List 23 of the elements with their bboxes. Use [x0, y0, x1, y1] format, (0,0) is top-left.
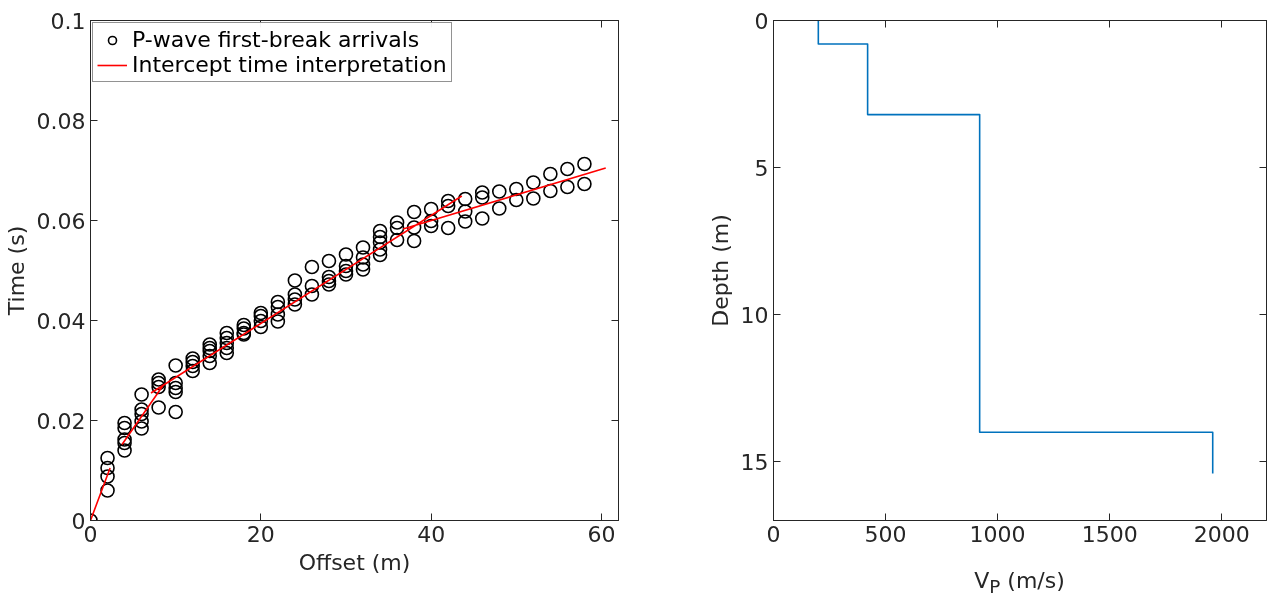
y-tick-label: 10 [740, 302, 769, 328]
y-tick-label: 0 [754, 8, 769, 34]
x-tick-label: 60 [587, 521, 616, 547]
x-axis-title: V$_{P}$ (m/s) [974, 567, 1065, 600]
x-tick-label: 20 [246, 521, 275, 547]
x-tick-label: 500 [864, 521, 907, 547]
y-tick-label: 0.06 [36, 208, 86, 234]
x-tick-label: 40 [417, 521, 446, 547]
y-tick-label: 0.1 [50, 8, 86, 34]
y-tick-label: 15 [740, 449, 769, 475]
x-tick-label: 1000 [969, 521, 1026, 547]
y-tick-label: 0.08 [36, 108, 86, 134]
y-tick-label: 5 [754, 155, 769, 181]
x-tick-label: 2000 [1193, 521, 1250, 547]
y-tick-label: 0.02 [36, 408, 86, 434]
y-axis-title: Depth (m) [707, 214, 733, 327]
y-tick-label: 0.04 [36, 308, 86, 334]
y-axis-title: Time (s) [3, 225, 29, 317]
line-series [817, 20, 1214, 475]
x-axis-title: Offset (m) [298, 549, 411, 575]
legend-label: P-wave first-break arrivals [132, 27, 420, 52]
x-tick-label: 1500 [1081, 521, 1138, 547]
legend-label: Intercept time interpretation [132, 52, 447, 77]
